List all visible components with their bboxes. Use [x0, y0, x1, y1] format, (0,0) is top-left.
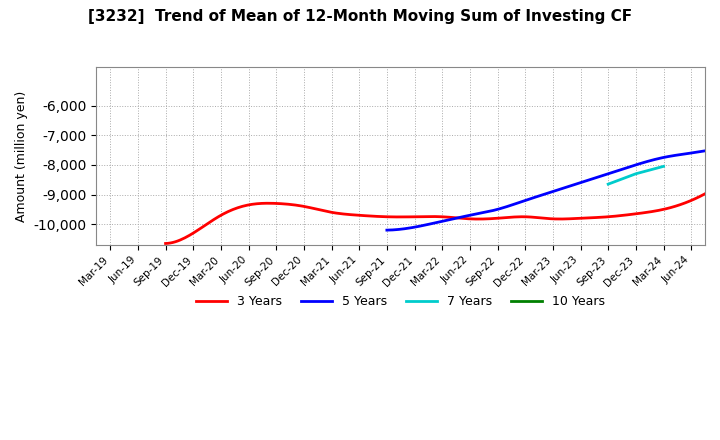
- Line: 3 Years: 3 Years: [166, 76, 720, 243]
- 3 Years: [590, 215, 598, 220]
- 3 Years: [161, 241, 170, 246]
- 5 Years: [382, 227, 391, 233]
- 3 Years: [587, 215, 595, 220]
- Line: 5 Years: 5 Years: [387, 136, 720, 230]
- 3 Years: [601, 214, 610, 220]
- 7 Years: [604, 182, 613, 187]
- 3 Years: [163, 241, 172, 246]
- Legend: 3 Years, 5 Years, 7 Years, 10 Years: 3 Years, 5 Years, 7 Years, 10 Years: [191, 290, 611, 313]
- 7 Years: [631, 171, 640, 176]
- 5 Years: [654, 156, 662, 161]
- Y-axis label: Amount (million yen): Amount (million yen): [15, 90, 28, 222]
- 7 Years: [660, 164, 668, 169]
- 5 Years: [646, 158, 654, 163]
- 5 Years: [644, 158, 653, 164]
- Text: [3232]  Trend of Mean of 12-Month Moving Sum of Investing CF: [3232] Trend of Mean of 12-Month Moving …: [88, 9, 632, 24]
- Line: 7 Years: 7 Years: [608, 166, 664, 184]
- 5 Years: [384, 227, 392, 233]
